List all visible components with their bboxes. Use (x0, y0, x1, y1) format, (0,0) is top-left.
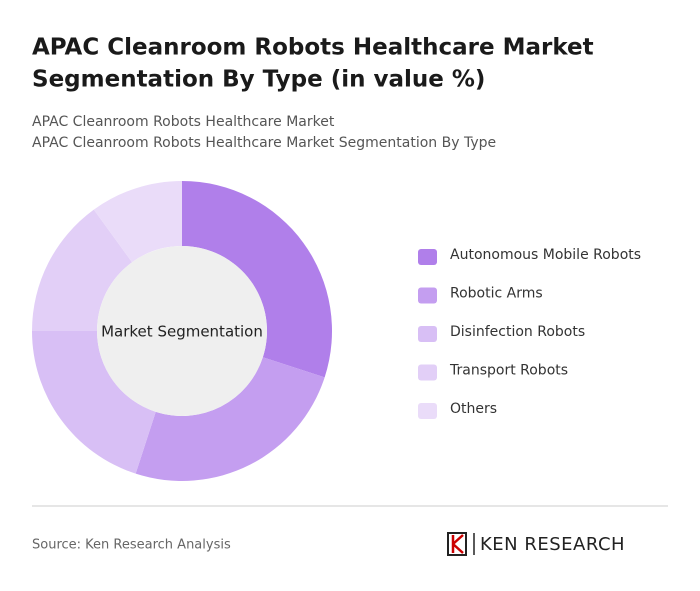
subtitle: APAC Cleanroom Robots Healthcare Market (32, 114, 335, 130)
legend-swatch (418, 403, 437, 419)
donut-hole (97, 246, 267, 416)
chart-title: APAC Cleanroom Robots Healthcare Market (32, 35, 594, 61)
logo-icon (447, 532, 475, 556)
logo-text: KEN RESEARCH (480, 534, 625, 555)
donut-slice (32, 209, 133, 331)
chart-title: Segmentation By Type (in value %) (32, 67, 485, 93)
donut-slice (93, 181, 182, 263)
donut-slice (182, 181, 332, 378)
legend-label: Robotic Arms (450, 286, 543, 302)
legend-swatch (418, 364, 437, 381)
center-label: Market Segmentation (101, 323, 263, 341)
legend-label: Disinfection Robots (450, 324, 585, 340)
legend-label: Others (450, 401, 497, 417)
source: Source: Ken Research Analysis (32, 538, 231, 553)
legend: Autonomous Mobile Robots Robotic Arms Disi… (418, 247, 641, 419)
legend-swatch (418, 326, 437, 342)
legend-swatch (418, 287, 437, 304)
donut-slice (32, 331, 156, 474)
legend-label: Autonomous Mobile Robots (450, 247, 641, 263)
subtitle: APAC Cleanroom Robots Healthcare Market … (32, 135, 496, 151)
donut (32, 181, 332, 481)
legend-label: Transport Robots (449, 363, 568, 379)
donut-slice (135, 357, 325, 481)
legend-swatch (418, 249, 437, 265)
